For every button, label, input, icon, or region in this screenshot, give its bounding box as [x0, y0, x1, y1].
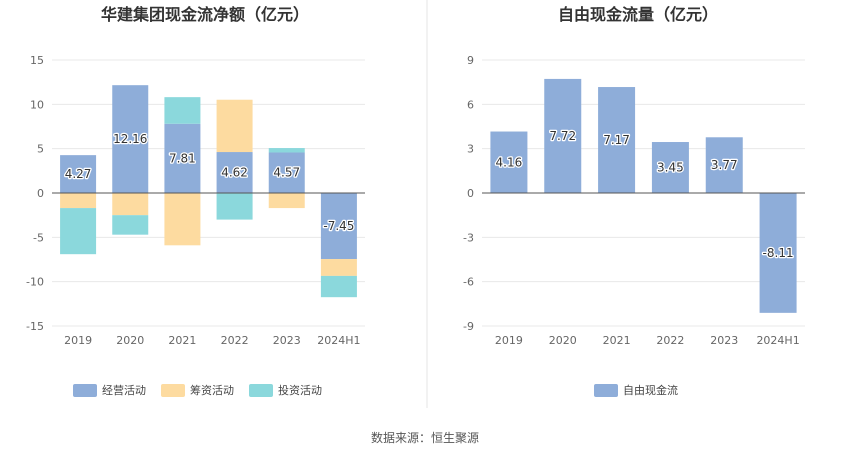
bar-筹资活动-2020[interactable] — [112, 193, 149, 216]
bar-经营活动-2020[interactable] — [112, 85, 149, 193]
y-tick-label: 9 — [467, 54, 474, 67]
data-label: 7.81 — [169, 151, 196, 165]
data-label: 7.17 — [603, 133, 630, 147]
bar-自由现金流-2024H1[interactable] — [759, 193, 797, 313]
x-tick-label: 2021 — [603, 334, 631, 347]
bar-经营活动-2024H1[interactable] — [320, 193, 357, 260]
y-tick-label: -6 — [463, 276, 474, 289]
legend-label[interactable]: 经营活动 — [102, 383, 146, 397]
data-label: 4.16 — [496, 155, 523, 169]
x-tick-label: 2022 — [656, 334, 684, 347]
bar-自由现金流-2020[interactable] — [544, 78, 582, 193]
y-tick-label: 10 — [30, 98, 44, 111]
bar-自由现金流-2021[interactable] — [598, 87, 636, 193]
x-tick-label: 2020 — [116, 334, 144, 347]
data-label: 12.16 — [113, 132, 147, 146]
chart-title: 自由现金流量（亿元） — [558, 5, 718, 24]
legend-swatch — [73, 384, 97, 397]
data-label: 4.62 — [221, 166, 248, 180]
legend-swatch — [249, 384, 273, 397]
y-tick-label: -3 — [463, 231, 474, 244]
data-label: -8.11 — [763, 246, 794, 260]
data-label: 4.27 — [65, 167, 92, 181]
cashflow-net-chart: 华建集团现金流净额（亿元） 15 10 5 0 -5 -10 -15 4.27 2019 12.1… — [26, 5, 365, 397]
x-tick-label: 2022 — [221, 334, 249, 347]
y-tick-label: -10 — [26, 276, 44, 289]
y-tick-label: -5 — [33, 231, 44, 244]
y-tick-label: 6 — [467, 98, 474, 111]
bar-筹资活动-2024H1[interactable] — [320, 259, 357, 276]
y-tick-label: -9 — [463, 320, 474, 333]
bar-投资活动-2022[interactable] — [216, 193, 253, 220]
bar-筹资活动-2021[interactable] — [164, 193, 201, 246]
bar-投资活动-2024H1[interactable] — [320, 275, 357, 298]
x-tick-label: 2023 — [273, 334, 301, 347]
data-label: 4.57 — [273, 166, 300, 180]
bar-经营活动-2022[interactable] — [216, 152, 253, 193]
bar-自由现金流-2019[interactable] — [490, 131, 528, 193]
y-tick-label: 15 — [30, 54, 44, 67]
bar-自由现金流-2022[interactable] — [651, 142, 689, 193]
y-tick-label: 0 — [467, 187, 474, 200]
data-source-note: 数据来源：恒生聚源 — [371, 430, 479, 445]
free-cashflow-chart: 自由现金流量（亿元） 9 6 3 0 -3 -6 -9 4.16 2019 7.72 2020 7.1… — [463, 5, 805, 397]
bar-经营活动-2021[interactable] — [164, 123, 201, 193]
legend-label[interactable]: 筹资活动 — [190, 383, 234, 397]
legend-label[interactable]: 自由现金流 — [623, 383, 678, 397]
bar-经营活动-2023[interactable] — [268, 152, 305, 193]
y-tick-label: 3 — [467, 143, 474, 156]
bar-筹资活动-2022[interactable] — [216, 99, 253, 153]
x-tick-label: 2024H1 — [317, 334, 360, 347]
x-tick-label: 2023 — [710, 334, 738, 347]
x-tick-label: 2021 — [168, 334, 196, 347]
legend-swatch — [161, 384, 185, 397]
legend-swatch — [594, 384, 618, 397]
x-tick-label: 2019 — [495, 334, 523, 347]
bar-筹资活动-2019[interactable] — [60, 193, 97, 209]
y-tick-label: 5 — [37, 143, 44, 156]
chart-title: 华建集团现金流净额（亿元） — [101, 5, 309, 24]
data-label: 3.45 — [657, 161, 684, 175]
data-label: 3.77 — [711, 158, 738, 172]
bar-经营活动-2019[interactable] — [60, 155, 97, 193]
legend-label[interactable]: 投资活动 — [278, 383, 322, 397]
y-tick-label: 0 — [37, 187, 44, 200]
bar-投资活动-2020[interactable] — [112, 215, 149, 235]
x-tick-label: 2020 — [549, 334, 577, 347]
data-label: 7.72 — [549, 129, 576, 143]
x-tick-label: 2024H1 — [756, 334, 799, 347]
bar-投资活动-2021[interactable] — [164, 97, 201, 124]
data-label: -7.45 — [323, 219, 354, 233]
bar-筹资活动-2023[interactable] — [268, 193, 305, 209]
bar-投资活动-2023[interactable] — [268, 148, 305, 153]
x-tick-label: 2019 — [64, 334, 92, 347]
bar-自由现金流-2023[interactable] — [705, 137, 743, 193]
bar-投资活动-2019[interactable] — [60, 208, 97, 255]
y-tick-label: -15 — [26, 320, 44, 333]
